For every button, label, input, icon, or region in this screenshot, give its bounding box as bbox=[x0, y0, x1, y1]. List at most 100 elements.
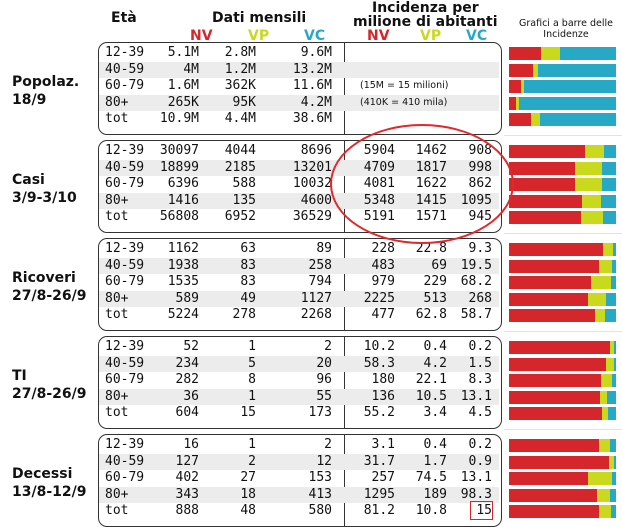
incidence-bar bbox=[509, 374, 616, 387]
bar-segment-vp bbox=[599, 390, 608, 404]
bar-segment-nv bbox=[509, 47, 542, 60]
column-divider bbox=[344, 238, 345, 331]
cell-age: 40-59 bbox=[105, 257, 145, 273]
cell-age: 60-79 bbox=[105, 470, 145, 485]
bar-segment-vp bbox=[608, 455, 614, 469]
cell-age: 40-59 bbox=[105, 159, 145, 175]
cell-ivp: 229 bbox=[423, 274, 447, 289]
incidence-bar bbox=[509, 472, 616, 485]
cell-age: tot bbox=[105, 405, 129, 420]
bar-segment-nv bbox=[509, 341, 610, 354]
bar-segment-nv bbox=[509, 161, 576, 175]
cell-vp: 278 bbox=[232, 307, 256, 322]
group-label-line: 27/8-26/9 bbox=[12, 288, 87, 304]
cell-vc: 89 bbox=[316, 241, 332, 256]
cell-vp: 6952 bbox=[224, 209, 256, 224]
cell-age: 40-59 bbox=[105, 61, 145, 77]
bar-segment-nv bbox=[509, 407, 603, 420]
bar-segment-vp bbox=[598, 505, 611, 518]
cell-ivp: 0.4 bbox=[423, 437, 447, 452]
bar-segment-nv bbox=[509, 439, 599, 452]
cell-ivp: 69 bbox=[431, 257, 447, 273]
cell-inv: 55.2 bbox=[363, 405, 395, 420]
incidence-bar bbox=[509, 505, 616, 518]
cell-vp: 83 bbox=[240, 274, 256, 289]
group-label-line: 18/9 bbox=[12, 92, 47, 108]
cell-ivp: 10.5 bbox=[415, 388, 447, 404]
cell-ivp: 10.8 bbox=[415, 503, 447, 518]
cell-nv: 6396 bbox=[167, 176, 199, 191]
incidence-bar bbox=[509, 357, 616, 371]
cell-ivc: 15 bbox=[476, 503, 492, 518]
cell-ivc: 68.2 bbox=[460, 274, 492, 289]
table-row: 80+ 36 1 55 136 10.5 13.1 bbox=[99, 388, 499, 405]
group-label-line: TI bbox=[12, 368, 27, 384]
bar-segment-nv bbox=[509, 390, 600, 404]
table-row: tot 10.9M 4.4M 38.6M bbox=[99, 111, 499, 127]
incidence-bar bbox=[509, 243, 616, 256]
cell-inv: 483 bbox=[371, 257, 395, 273]
bar-segment-vc bbox=[601, 194, 616, 208]
cell-nv: 402 bbox=[175, 470, 199, 485]
bar-segment-nv bbox=[509, 243, 604, 256]
cell-age: 80+ bbox=[105, 388, 129, 404]
cell-vp: 1 bbox=[248, 388, 256, 404]
header-inc-vc: VC bbox=[466, 28, 488, 44]
bar-segment-vc bbox=[606, 292, 616, 306]
bar-segment-vc bbox=[560, 47, 616, 60]
header-vp: VP bbox=[248, 28, 270, 44]
bar-segment-vp bbox=[541, 47, 561, 60]
highlight-box-15 bbox=[470, 501, 493, 520]
cell-vc: 2 bbox=[324, 339, 332, 354]
cell-ivc: 8.3 bbox=[468, 372, 492, 387]
bar-segment-vp bbox=[584, 145, 605, 158]
bar-segment-nv bbox=[509, 488, 597, 502]
cell-age: tot bbox=[105, 307, 129, 322]
bar-segment-vp bbox=[588, 292, 607, 306]
cell-inv: 228 bbox=[371, 241, 395, 256]
cell-ivp: 62.8 bbox=[415, 307, 447, 322]
bar-segment-nv bbox=[509, 113, 532, 126]
header-inc-nv: NV bbox=[367, 28, 390, 44]
bar-segment-vc bbox=[523, 80, 616, 93]
incidence-bar bbox=[509, 259, 616, 273]
cell-vp: 4044 bbox=[224, 143, 256, 158]
cell-nv: 282 bbox=[175, 372, 199, 387]
incidence-bar bbox=[509, 96, 616, 110]
bar-segment-vp bbox=[575, 161, 603, 175]
cell-vp: 63 bbox=[240, 241, 256, 256]
header-eta: Età bbox=[111, 10, 137, 26]
row-divider bbox=[504, 331, 622, 332]
row-divider bbox=[504, 233, 622, 234]
cell-vp: 4.4M bbox=[224, 111, 256, 126]
cell-age: 80+ bbox=[105, 486, 129, 502]
bar-segment-vp bbox=[596, 488, 610, 502]
bar-segment-vp bbox=[591, 276, 611, 289]
bar-segment-vp bbox=[575, 178, 603, 191]
bar-segment-nv bbox=[509, 357, 607, 371]
group-label-line: Casi bbox=[12, 172, 45, 188]
bar-segment-vc bbox=[613, 357, 616, 371]
bar-segment-nv bbox=[509, 145, 585, 158]
bar-segment-nv bbox=[509, 374, 602, 387]
table-row: 40-59 234 5 20 58.3 4.2 1.5 bbox=[99, 355, 499, 372]
cell-nv: 127 bbox=[175, 453, 199, 469]
cell-vc: 580 bbox=[308, 503, 332, 518]
cell-vc: 13201 bbox=[292, 159, 332, 175]
table-row: 40-59 1938 83 258 483 69 19.5 bbox=[99, 257, 499, 274]
cell-age: 40-59 bbox=[105, 453, 145, 469]
incidence-bar bbox=[509, 80, 616, 93]
cell-age: 80+ bbox=[105, 192, 129, 208]
header-nv: NV bbox=[190, 28, 213, 44]
cell-vp: 1.2M bbox=[224, 61, 256, 77]
bar-segment-vp bbox=[598, 259, 612, 273]
cell-vc: 11.6M bbox=[292, 78, 332, 93]
cell-ivc: 98.3 bbox=[460, 486, 492, 502]
cell-nv: 234 bbox=[175, 355, 199, 371]
incidence-bar bbox=[509, 390, 616, 404]
cell-inv: 58.3 bbox=[363, 355, 395, 371]
table-row: tot 888 48 580 81.2 10.8 15 bbox=[99, 503, 499, 519]
cell-nv: 30097 bbox=[159, 143, 199, 158]
group-label: Ricoveri 27/8-26/9 bbox=[12, 269, 86, 305]
cell-ivp: 74.5 bbox=[415, 470, 447, 485]
